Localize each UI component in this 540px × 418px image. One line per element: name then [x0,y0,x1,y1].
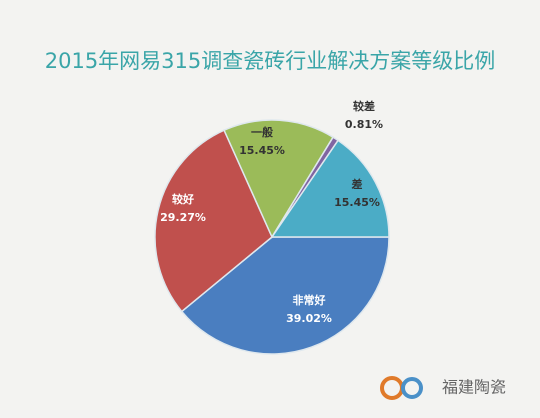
slice-value-label: 0.81% [345,118,383,131]
slice-label: 差 [352,177,363,191]
slice-value-label: 29.27% [160,211,206,224]
pie-slice [180,236,390,355]
pie-slice [223,119,335,239]
chart-title: 2015年网易315调查瓷砖行业解决方案等级比例 [45,49,496,73]
pie-slice [270,139,390,238]
slice-value-label: 15.45% [334,196,380,209]
slice-label: 较差 [353,99,375,113]
watermark: 福建陶瓷 [380,376,506,400]
pie-slice [154,129,273,313]
watermark-text: 福建陶瓷 [442,378,506,397]
slice-label: 一般 [251,125,273,139]
slice-value-label: 15.45% [239,144,285,157]
slice-label: 较好 [172,192,194,206]
slice-label: 非常好 [293,293,326,307]
logo [401,377,423,399]
slice-value-label: 39.02% [286,312,332,325]
